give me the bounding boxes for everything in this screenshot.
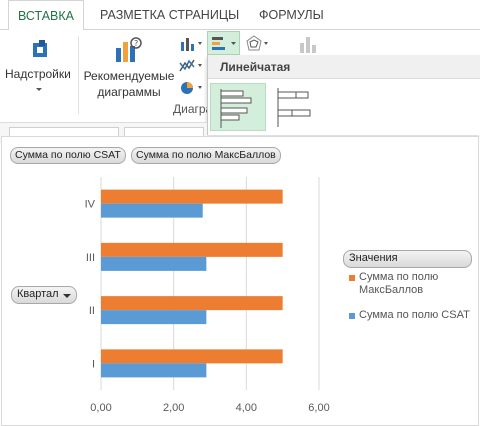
addins-dropdown-icon[interactable] <box>36 88 42 91</box>
legend-swatch-csat <box>349 313 355 319</box>
bar-maxscore <box>101 296 283 311</box>
bar-csat <box>101 363 207 378</box>
recommended-charts-line2: диаграммы <box>97 85 161 99</box>
value-field-button-csat[interactable]: Сумма по полю CSAT <box>10 147 126 164</box>
recommended-charts-label[interactable]: Рекомендуемые диаграммы <box>81 68 177 100</box>
category-label: I <box>92 358 95 370</box>
tab-insert[interactable]: ВСТАВКА <box>8 0 84 31</box>
legend-label-csat: Сумма по полю CSAT <box>359 309 470 321</box>
addins-icon[interactable] <box>28 38 52 62</box>
legend-label-maxscore: Сумма по полю МаксБаллов <box>359 271 439 296</box>
tab-formulas[interactable]: ФОРМУЛЫ <box>259 8 324 22</box>
clustered-bar-thumbnail[interactable] <box>210 83 266 131</box>
ribbon-tab-bar: ВСТАВКА РАЗМЕТКА СТРАНИЦЫ ФОРМУЛЫ <box>0 0 480 31</box>
x-tick-label: 2,00 <box>163 402 184 414</box>
gallery-title: Линейчатая <box>220 60 291 74</box>
x-tick-label: 0,00 <box>90 402 111 414</box>
axis-field-label: Квартал <box>17 288 59 300</box>
addins-label[interactable]: Надстройки <box>5 67 71 81</box>
bar-chart-button[interactable] <box>207 31 240 55</box>
category-label: IV <box>85 199 96 211</box>
radar-chart-icon[interactable] <box>244 33 270 55</box>
svg-text:?: ? <box>134 39 138 48</box>
legend-field-button[interactable]: Значения <box>343 250 472 268</box>
x-tick-label: 4,00 <box>236 402 257 414</box>
bar-maxscore <box>101 189 283 204</box>
column-chart-icon[interactable] <box>178 33 204 55</box>
bar-maxscore <box>101 242 283 257</box>
category-label: III <box>86 252 95 264</box>
stacked-bar-thumbnail[interactable] <box>268 83 324 131</box>
bar-csat <box>101 203 203 218</box>
ribbon-separator <box>78 36 79 114</box>
bar-csat <box>101 256 207 271</box>
bar-csat <box>101 310 207 325</box>
charts-group-label: Диагра <box>173 102 213 116</box>
axis-field-dropdown-icon[interactable] <box>63 294 71 298</box>
recommended-charts-line1: Рекомендуемые <box>83 69 175 83</box>
pie-chart-icon[interactable] <box>178 77 204 99</box>
pivot-chart-icon[interactable] <box>296 33 322 55</box>
axis-field-button-quarter[interactable]: Квартал <box>11 286 77 304</box>
bar-chart-gallery: Линейчатая <box>207 55 480 135</box>
pivot-chart[interactable]: Сумма по полю CSAT Сумма по полю МаксБал… <box>1 136 479 426</box>
legend-swatch-maxscore <box>349 275 355 281</box>
line-chart-icon[interactable] <box>178 55 204 77</box>
category-label: II <box>89 305 95 317</box>
recommended-charts-icon[interactable]: ? <box>112 34 144 66</box>
gallery-header: Линейчатая <box>208 55 480 79</box>
bar-maxscore <box>101 349 283 364</box>
x-tick-label: 6,00 <box>308 402 329 414</box>
value-field-button-maxscore[interactable]: Сумма по полю МаксБаллов <box>131 147 281 164</box>
tab-page-layout[interactable]: РАЗМЕТКА СТРАНИЦЫ <box>100 8 240 22</box>
